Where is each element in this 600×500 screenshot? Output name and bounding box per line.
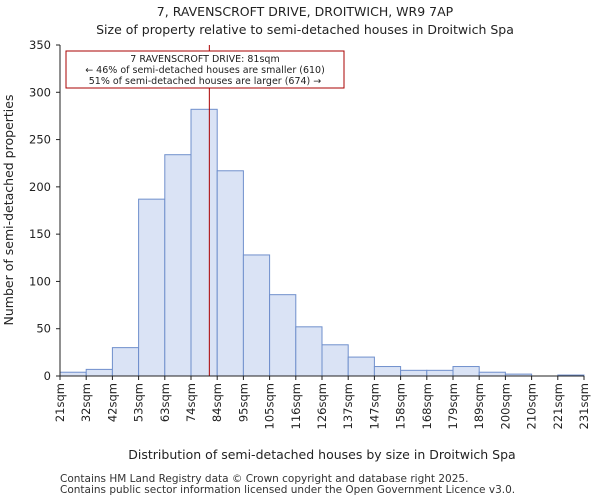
bar-137sqm — [347, 356, 375, 377]
footer-line-1: Contains HM Land Registry data © Crown c… — [60, 473, 469, 485]
annotation-line-3: 51% of semi-detached houses are larger (… — [89, 76, 322, 87]
bar-179sqm — [452, 366, 480, 377]
bar-158sqm — [400, 369, 428, 377]
y-tick-label-50: 50 — [36, 322, 51, 336]
bar-189sqm — [478, 371, 506, 377]
x-ticks-group: 21sqm 32sqm 42sqm 53sqm 63sqm 74sqm 84sqm 95sqm… — [53, 376, 591, 429]
x-tick-label-126sqm: 126sqm — [315, 383, 329, 429]
x-tick-label-137sqm: 137sqm — [341, 383, 355, 429]
bar-84sqm — [216, 170, 244, 377]
x-tick-label-158sqm: 158sqm — [394, 383, 408, 429]
bar-32sqm — [85, 368, 113, 377]
bar-21sqm — [59, 371, 87, 377]
y-tick-label-250: 250 — [29, 133, 51, 147]
annotation-line-2: ← 46% of semi-detached houses are smalle… — [85, 65, 325, 76]
x-tick-label-95sqm: 95sqm — [236, 383, 250, 422]
bar-168sqm — [426, 369, 454, 377]
y-tick-label-350: 350 — [29, 38, 51, 52]
x-tick-label-189sqm: 189sqm — [472, 383, 486, 429]
footer-line-2: Contains public sector information licen… — [60, 484, 516, 496]
x-tick-label-21sqm: 21sqm — [53, 383, 67, 422]
bar-74sqm — [190, 108, 218, 377]
bar-95sqm — [242, 254, 271, 377]
x-tick-label-105sqm: 105sqm — [263, 383, 277, 429]
x-tick-label-32sqm: 32sqm — [79, 383, 93, 422]
bar-105sqm — [269, 294, 297, 377]
x-tick-label-42sqm: 42sqm — [105, 383, 119, 422]
x-tick-label-221sqm: 221sqm — [551, 383, 565, 429]
x-tick-label-200sqm: 200sqm — [498, 383, 512, 429]
y-tick-label-150: 150 — [29, 227, 51, 241]
x-tick-label-168sqm: 168sqm — [420, 383, 434, 429]
y-tick-label-300: 300 — [29, 85, 51, 99]
y-tick-label-200: 200 — [29, 180, 51, 194]
y-axis-label: Number of semi-detached properties — [1, 95, 16, 326]
bar-42sqm — [111, 347, 140, 377]
x-axis-label: Distribution of semi-detached houses by … — [128, 447, 515, 462]
x-tick-label-84sqm: 84sqm — [210, 383, 224, 422]
bar-126sqm — [321, 344, 349, 377]
annotation-box — [65, 50, 345, 89]
y-tick-label-0: 0 — [44, 369, 51, 383]
chart-subtitle: Size of property relative to semi-detach… — [96, 22, 514, 37]
x-tick-label-231sqm: 231sqm — [577, 383, 591, 429]
bar-147sqm — [373, 366, 402, 377]
y-tick-label-100: 100 — [29, 274, 51, 288]
bars-group — [59, 108, 585, 377]
x-tick-label-63sqm: 63sqm — [158, 383, 172, 422]
annotation-line-1: 7 RAVENSCROFT DRIVE: 81sqm — [130, 54, 279, 65]
bar-116sqm — [295, 326, 323, 377]
bar-53sqm — [138, 198, 166, 377]
x-tick-label-116sqm: 116sqm — [289, 383, 303, 429]
x-tick-label-147sqm: 147sqm — [367, 383, 381, 429]
bar-63sqm — [164, 154, 192, 377]
chart-title: 7, RAVENSCROFT DRIVE, DROITWICH, WR9 7AP — [157, 4, 454, 19]
x-tick-label-210sqm: 210sqm — [525, 383, 539, 429]
marker-group: 7 RAVENSCROFT DRIVE: 81sqm← 46% of semi-… — [65, 45, 345, 376]
x-tick-label-53sqm: 53sqm — [132, 383, 146, 422]
y-ticks-group: 0 50 100 150 200 250 300 350 — [29, 38, 60, 383]
x-tick-label-74sqm: 74sqm — [184, 383, 198, 422]
x-tick-label-179sqm: 179sqm — [446, 383, 460, 429]
footer-attribution: Contains HM Land Registry data © Crown c… — [60, 474, 515, 496]
